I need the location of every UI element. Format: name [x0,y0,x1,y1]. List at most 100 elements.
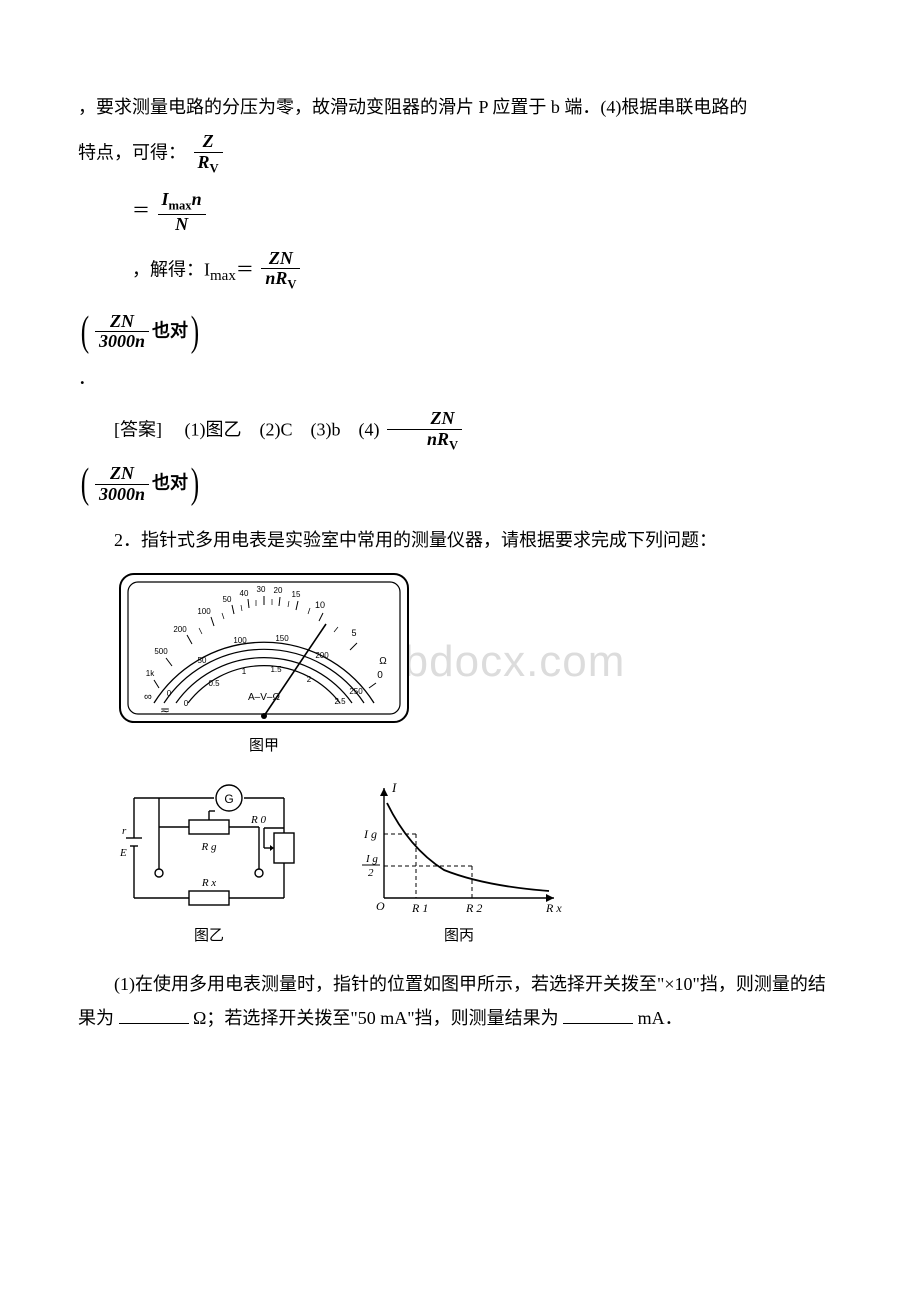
fraction-zn-over-nrv-ans: ZN nRV [384,409,465,453]
tail-text: 也对 [152,320,188,340]
svg-text:10: 10 [315,600,325,610]
svg-text:R g: R g [201,841,217,853]
den-sub-v: V [287,278,296,292]
svg-text:0: 0 [377,670,383,681]
graph-svg: I I g I g 2 O R 1 R 2 R x [354,778,564,918]
period: ． [78,361,842,395]
denominator: 3000n [95,332,149,352]
svg-text:50: 50 [223,595,232,604]
text-prefix: ，解得：I [132,259,210,279]
text: 特点，可得： [78,142,186,162]
svg-text:1k: 1k [146,669,155,678]
svg-text:50: 50 [198,656,207,665]
text-c: mA． [638,1008,683,1028]
svg-text:0: 0 [184,699,189,708]
blank-2[interactable] [563,1004,633,1024]
solution-para-2: 特点，可得： Z RV [78,132,842,176]
num-sub-max: max [169,199,192,213]
svg-text:1.5: 1.5 [270,665,282,674]
num-n: n [192,189,202,209]
svg-text:G: G [224,792,233,806]
svg-text:20: 20 [274,586,283,595]
svg-text:500: 500 [154,647,168,656]
svg-text:r: r [122,825,127,837]
paren-group: ( ZN 3000n 也对 ) [78,311,202,353]
svg-text:100: 100 [233,636,247,645]
svg-text:R 2: R 2 [465,901,482,915]
answer-values: (1)图乙 (2)C (3)b (4) [167,419,380,439]
numerator: ZN [95,312,149,333]
svg-text:Ω: Ω [379,656,387,667]
denominator: 3000n [95,485,149,505]
fig-caption-bing: 图丙 [354,922,564,951]
svg-text:O: O [376,899,385,913]
figure-row-2: G R g R 0 R x [114,778,842,951]
solve-line: ，解得：Imax＝ ZN nRV [132,249,842,293]
blank-1[interactable] [119,1004,189,1024]
svg-text:0.5: 0.5 [208,679,220,688]
svg-text:0: 0 [167,689,172,698]
equation-line: ＝ Imaxn N [132,190,842,234]
paren-content: ZN 3000n 也对 [92,312,188,353]
num-i: I [162,189,169,209]
den-nr: nR [265,268,287,288]
figure-bing: I I g I g 2 O R 1 R 2 R x 图丙 [354,778,564,951]
text-b: Ω；若选择开关拨至"50 mA"挡，则测量结果为 [193,1008,559,1028]
fig-caption-jia: 图甲 [114,732,414,761]
den-nr: nR [427,429,449,449]
svg-text:100: 100 [197,607,211,616]
svg-text:150: 150 [275,634,289,643]
svg-text:2: 2 [368,867,374,879]
alt-answer-1: ( ZN 3000n 也对 ) [78,311,842,353]
svg-text:40: 40 [240,589,249,598]
den-r: R [198,152,210,172]
answer-row: [答案] (1)图乙 (2)C (3)b (4) ZN nRV [78,409,842,453]
svg-text:≂: ≂ [160,703,170,717]
svg-text:∞: ∞ [144,691,152,703]
svg-text:R 0: R 0 [250,814,266,826]
alt-answer-2: ( ZN 3000n 也对 ) [78,463,842,505]
fraction-imaxn-over-n: Imaxn N [155,190,209,234]
paren-group: ( ZN 3000n 也对 ) [78,463,202,505]
figures-block: 1k 500 200 100 50 40 30 20 15 10 5 0 Ω 0 [114,568,842,951]
denominator: nRV [261,269,300,292]
rparen-icon: ) [191,311,199,353]
svg-text:30: 30 [257,585,266,594]
fraction-zn-over-3000n: ZN 3000n [92,312,152,353]
text: ，要求测量电路的分压为零，故滑动变阻器的滑片 P 应置于 b 端．(4)根据串联… [78,97,747,117]
svg-text:I g: I g [365,853,378,865]
svg-text:5: 5 [351,628,356,638]
fraction-zn-over-3000n: ZN 3000n [92,464,152,505]
numerator: ZN [387,409,462,430]
den-sub-v: V [449,438,458,452]
fraction-zn-over-nrv: ZN nRV [258,249,303,293]
den-sub-v: V [210,162,219,176]
svg-text:E: E [119,847,127,859]
answer-label: [答案] [114,419,162,439]
svg-text:15: 15 [292,590,301,599]
numerator: ZN [95,464,149,485]
figure-jia: 1k 500 200 100 50 40 30 20 15 10 5 0 Ω 0 [114,568,842,761]
figure-yi: G R g R 0 R x [114,778,304,951]
svg-text:R 1: R 1 [411,901,428,915]
svg-text:I g: I g [363,827,377,841]
denominator: N [158,215,206,235]
svg-text:2.5: 2.5 [334,697,346,706]
numerator: ZN [261,249,300,270]
svg-text:R x: R x [545,901,562,915]
svg-text:2: 2 [307,675,312,684]
circuit-svg: G R g R 0 R x [114,778,304,918]
rparen-icon: ) [191,463,199,505]
sub-max: max [210,268,236,284]
svg-text:I: I [391,780,397,795]
denominator: RV [194,153,223,176]
question-2-part-1: (1)在使用多用电表测量时，指针的位置如图甲所示，若选择开关拨至"×10"挡，则… [78,967,842,1035]
paren-content: ZN 3000n 也对 [92,464,188,505]
equals: ＝ [132,201,150,221]
lparen-icon: ( [81,463,89,505]
svg-text:1: 1 [242,667,247,676]
denominator: nRV [387,430,462,453]
equals: ＝ [236,259,254,279]
svg-text:200: 200 [173,625,187,634]
page-content: ，要求测量电路的分压为零，故滑动变阻器的滑片 P 应置于 b 端．(4)根据串联… [78,90,842,1035]
